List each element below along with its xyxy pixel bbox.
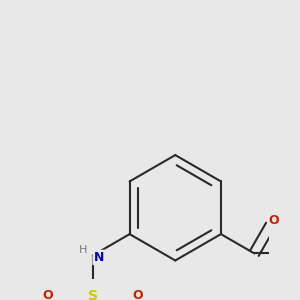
Text: O: O <box>132 290 143 300</box>
Text: S: S <box>88 289 98 300</box>
Text: O: O <box>43 290 53 300</box>
Text: N: N <box>94 251 104 264</box>
Text: O: O <box>268 214 279 227</box>
Text: H: H <box>78 245 87 255</box>
